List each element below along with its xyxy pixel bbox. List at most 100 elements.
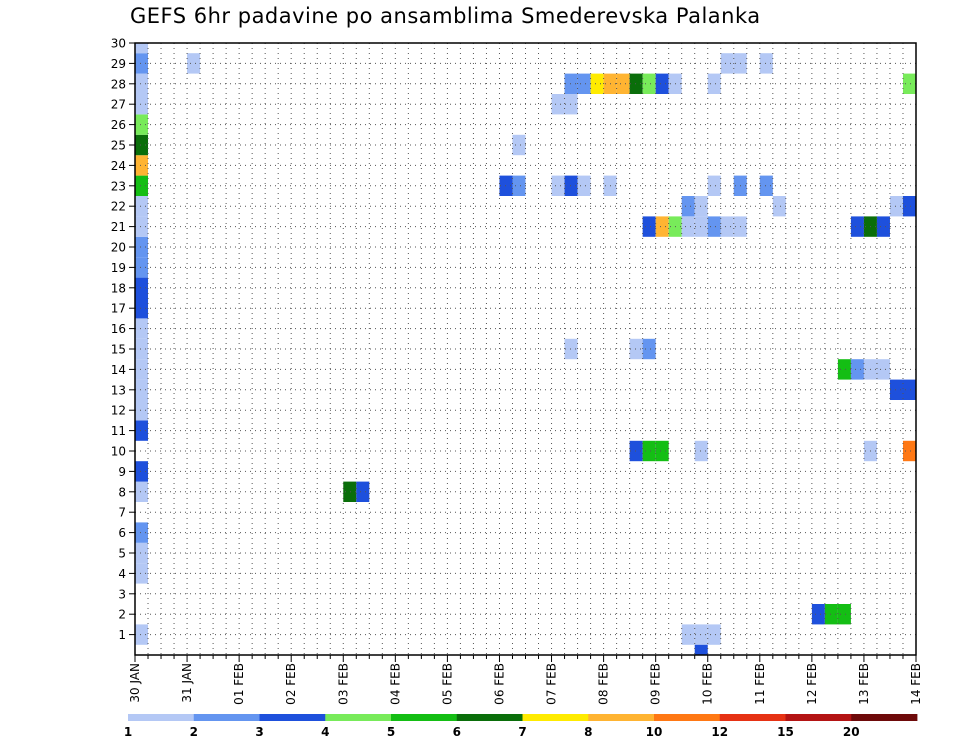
- cell-member-14-step-54: [837, 359, 851, 380]
- cell-member-1-step-42: [681, 624, 695, 645]
- cell-member-16-step-0: [135, 318, 149, 339]
- x-tick-label: 04 FEB: [388, 663, 402, 705]
- x-tick-label: 03 FEB: [336, 663, 350, 705]
- y-tick-label: 12: [111, 404, 126, 418]
- colorbar-swatch: [522, 714, 589, 721]
- cell-member-24-step-0: [135, 155, 149, 176]
- y-tick-label: 27: [111, 98, 126, 112]
- y-tick-label: 29: [111, 57, 126, 71]
- cell-member-21-step-55: [850, 216, 864, 237]
- colorbar-label: 7: [518, 725, 526, 739]
- y-axis: 1234567891011121314151617181920212223242…: [111, 37, 135, 642]
- y-tick-label: 17: [111, 302, 126, 316]
- cell-member-28-step-59: [902, 73, 916, 94]
- cell-member-28-step-40: [655, 73, 669, 94]
- cell-member-14-step-55: [850, 359, 864, 380]
- cell-member-29-step-45: [720, 53, 734, 74]
- y-tick-label: 20: [111, 241, 126, 255]
- cell-member-15-step-39: [642, 338, 656, 360]
- cell-member-28-step-35: [590, 73, 604, 94]
- cell-member-23-step-34: [577, 175, 591, 196]
- cell-member-10-step-40: [655, 440, 669, 462]
- colorbar-swatch: [259, 714, 326, 721]
- colorbar-label: 5: [387, 725, 395, 739]
- y-tick-label: 18: [111, 281, 126, 295]
- colorbar-swatch: [851, 714, 918, 721]
- cell-member-0-step-43: [694, 644, 708, 655]
- x-tick-label: 31 JAN: [180, 663, 194, 703]
- cell-member-26-step-0: [135, 114, 149, 135]
- cell-member-29-step-0: [135, 53, 149, 74]
- cell-member-2-step-52: [811, 604, 825, 625]
- colorbar-label: 4: [321, 725, 329, 739]
- y-tick-label: 26: [111, 118, 126, 132]
- cell-member-11-step-0: [135, 420, 149, 441]
- cell-member-23-step-44: [707, 175, 721, 196]
- cell-member-15-step-33: [564, 338, 578, 360]
- y-tick-label: 1: [118, 628, 126, 642]
- cell-member-28-step-38: [629, 73, 643, 94]
- cell-member-14-step-57: [876, 359, 890, 380]
- x-tick-label: 30 JAN: [128, 663, 142, 703]
- cell-member-6-step-0: [135, 522, 149, 543]
- y-tick-label: 2: [118, 608, 126, 622]
- y-tick-label: 14: [111, 363, 126, 377]
- cell-member-21-step-0: [135, 216, 149, 237]
- cell-member-8-step-16: [343, 481, 357, 502]
- cell-member-29-step-48: [759, 53, 773, 74]
- cell-member-10-step-59: [902, 440, 916, 462]
- cell-member-23-step-48: [759, 175, 773, 196]
- y-tick-label: 30: [111, 37, 126, 51]
- cell-member-8-step-17: [356, 481, 370, 502]
- x-tick-label: 02 FEB: [284, 663, 298, 705]
- cell-member-2-step-54: [837, 604, 851, 625]
- cell-member-20-step-0: [135, 236, 149, 258]
- cell-member-21-step-39: [642, 216, 656, 237]
- cell-member-21-step-57: [876, 216, 890, 237]
- cell-member-28-step-33: [564, 73, 578, 94]
- colorbar-swatch: [456, 714, 523, 721]
- colorbar-label: 20: [843, 725, 860, 739]
- colorbar-swatch: [719, 714, 786, 721]
- cell-member-8-step-0: [135, 481, 149, 502]
- chart-title: GEFS 6hr padavine po ansamblima Smederev…: [130, 4, 761, 28]
- cell-member-27-step-33: [564, 94, 578, 115]
- y-tick-label: 10: [111, 445, 126, 459]
- cell-member-28-step-37: [616, 73, 630, 94]
- cell-member-10-step-39: [642, 440, 656, 462]
- cell-member-28-step-0: [135, 73, 149, 94]
- colorbar-label: 2: [190, 725, 198, 739]
- y-tick-label: 11: [111, 424, 126, 438]
- colorbar-swatch: [128, 714, 195, 721]
- cell-member-23-step-29: [512, 175, 526, 196]
- cell-member-1-step-0: [135, 624, 149, 645]
- y-tick-label: 9: [118, 465, 126, 479]
- cell-member-1-step-44: [707, 624, 721, 645]
- cell-member-22-step-0: [135, 196, 149, 217]
- cells-layer: [135, 43, 916, 655]
- y-tick-label: 7: [118, 506, 126, 520]
- x-tick-label: 12 FEB: [805, 663, 819, 705]
- x-tick-label: 14 FEB: [909, 663, 923, 705]
- colorbar-label: 3: [255, 725, 263, 739]
- x-tick-label: 13 FEB: [857, 663, 871, 705]
- cell-member-21-step-43: [694, 216, 708, 237]
- y-tick-label: 28: [111, 77, 126, 91]
- y-tick-label: 23: [111, 179, 126, 193]
- y-tick-label: 24: [111, 159, 126, 173]
- y-tick-label: 19: [111, 261, 126, 275]
- x-tick-label: 01 FEB: [232, 663, 246, 705]
- cell-member-21-step-44: [707, 216, 721, 237]
- cell-member-9-step-0: [135, 461, 149, 482]
- colorbar: 1 2 3 4 5 6 7 8 10 12 15 20: [124, 714, 918, 739]
- cell-member-27-step-0: [135, 94, 149, 115]
- colorbar-label: 1: [124, 725, 132, 739]
- cell-member-23-step-0: [135, 175, 149, 196]
- cell-member-21-step-42: [681, 216, 695, 237]
- y-tick-label: 25: [111, 139, 126, 153]
- cell-member-10-step-38: [629, 440, 643, 462]
- x-axis: 30 JAN 31 JAN 01 FEB 02 FEB 03 FEB 04 FEB 05 F…: [128, 655, 923, 705]
- cell-member-13-step-59: [902, 379, 916, 400]
- colorbar-label: 15: [777, 725, 794, 739]
- colorbar-swatch: [193, 714, 260, 721]
